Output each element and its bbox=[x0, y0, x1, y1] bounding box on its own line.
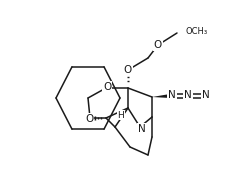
Polygon shape bbox=[152, 94, 170, 98]
Text: O: O bbox=[85, 114, 93, 124]
Text: O: O bbox=[124, 65, 132, 75]
Text: O: O bbox=[103, 82, 111, 92]
Text: N: N bbox=[184, 90, 192, 100]
Text: O: O bbox=[154, 40, 162, 50]
Text: H: H bbox=[118, 111, 124, 120]
Text: N: N bbox=[168, 90, 176, 100]
Text: N: N bbox=[138, 124, 146, 134]
Text: OCH₃: OCH₃ bbox=[185, 27, 207, 36]
Text: N: N bbox=[202, 90, 210, 100]
